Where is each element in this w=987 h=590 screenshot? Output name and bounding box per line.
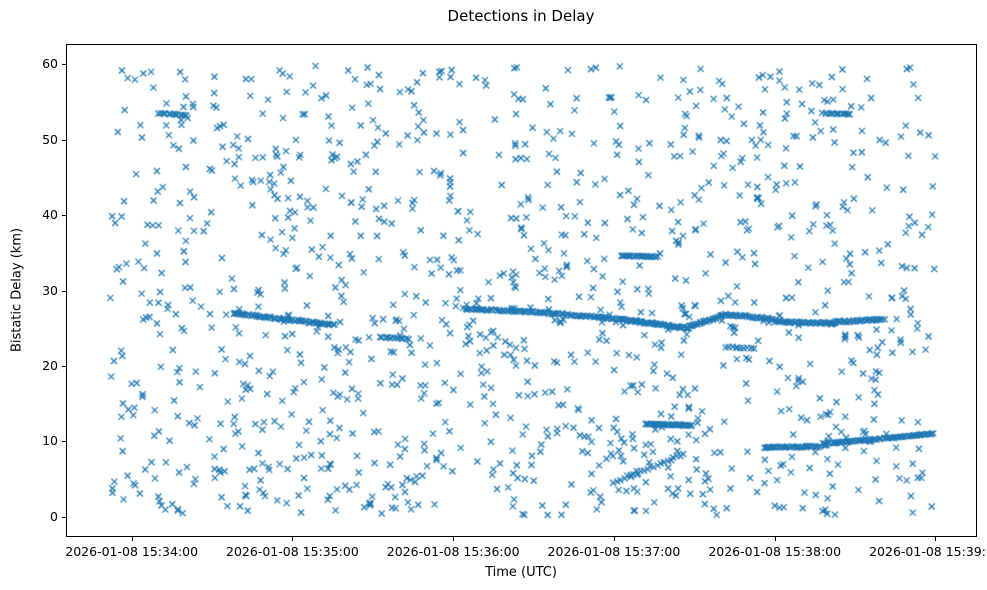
y-axis-label: Bistatic Delay (km)	[9, 227, 25, 353]
y-tick-label: 30	[42, 282, 58, 298]
x-tick-mark	[774, 537, 776, 541]
x-tick-mark	[292, 537, 294, 541]
plot-area	[66, 44, 977, 537]
y-tick-mark	[62, 290, 66, 292]
y-tick-mark	[62, 64, 66, 66]
y-tick-label: 50	[42, 131, 58, 147]
y-tick-label: 20	[42, 357, 58, 373]
x-tick-label: 2026-01-08 15:34:00	[65, 544, 199, 559]
x-tick-mark	[453, 537, 455, 541]
scatter-canvas	[67, 45, 976, 536]
y-tick-mark	[62, 516, 66, 518]
x-tick-label: 2026-01-08 15:37:00	[547, 544, 681, 559]
y-tick-label: 10	[42, 433, 58, 449]
x-tick-label: 2026-01-08 15:36:00	[386, 544, 520, 559]
x-tick-mark	[935, 537, 937, 541]
x-tick-label: 2026-01-08 15:38:00	[708, 544, 842, 559]
x-axis-label: Time (UTC)	[485, 565, 557, 580]
y-tick-mark	[62, 441, 66, 443]
x-tick-mark	[613, 537, 615, 541]
y-tick-label: 60	[42, 56, 58, 72]
chart-title: Detections in Delay	[447, 7, 595, 25]
y-tick-label: 40	[42, 207, 58, 223]
y-tick-mark	[62, 139, 66, 141]
x-tick-label: 2026-01-08 15:39:00	[869, 544, 987, 559]
y-tick-mark	[62, 215, 66, 217]
y-tick-mark	[62, 365, 66, 367]
x-tick-mark	[131, 537, 133, 541]
x-tick-label: 2026-01-08 15:35:00	[226, 544, 359, 559]
y-tick-label: 0	[50, 508, 58, 524]
